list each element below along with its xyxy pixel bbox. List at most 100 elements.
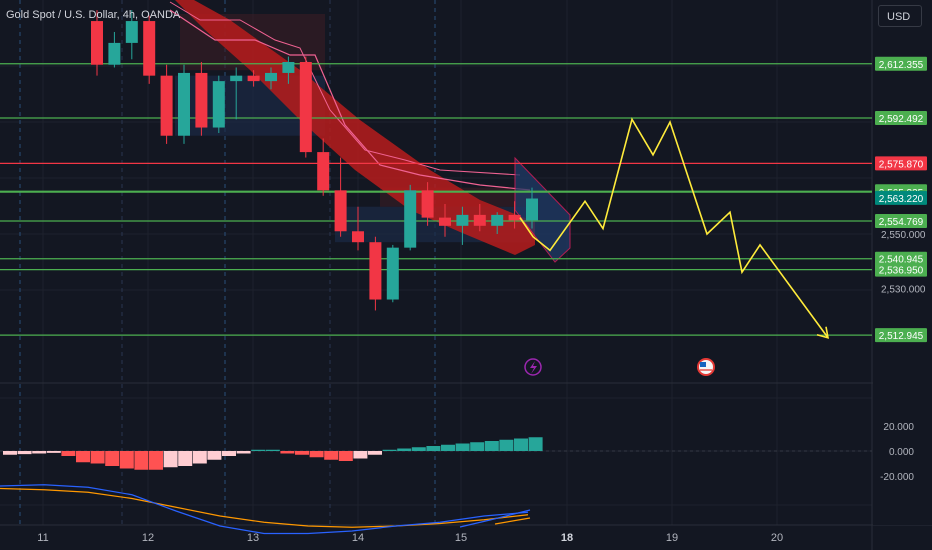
histogram-bar	[338, 451, 353, 461]
candle-body	[212, 81, 225, 128]
price-level-badge-bg	[875, 56, 927, 71]
candle-body	[265, 72, 277, 82]
histogram-bar	[265, 449, 280, 451]
histogram-bar	[470, 442, 485, 451]
candle-body	[230, 75, 243, 82]
price-level-badge[interactable]: 2,592.492	[875, 110, 927, 125]
histogram-bar	[426, 446, 441, 451]
histogram-bar	[76, 451, 90, 463]
histogram-bar	[119, 451, 134, 469]
candle[interactable]	[369, 236, 382, 311]
price-level-badge-bg	[875, 262, 927, 277]
candle[interactable]	[421, 182, 434, 226]
histogram-bar	[178, 451, 193, 466]
price-axis-tick: 2,550.000	[881, 230, 926, 241]
candle[interactable]	[247, 70, 260, 87]
candle-body	[352, 231, 364, 243]
price-level-value: 2,612.355	[879, 60, 924, 71]
histogram-bar	[295, 451, 309, 455]
macd-axis-tick: -20.000	[880, 472, 914, 483]
price-level-badge-bg	[875, 328, 927, 343]
time-axis-tick: 19	[666, 532, 678, 544]
histogram-bar	[90, 451, 105, 464]
histogram-bar	[528, 437, 543, 451]
macd-histogram	[3, 437, 543, 470]
price-level-badge-bg	[875, 190, 927, 205]
candle-body	[143, 21, 156, 76]
histogram-bar	[207, 451, 222, 460]
candle-body	[404, 190, 417, 248]
price-level-value: 2,536.950	[879, 266, 924, 277]
lightning-event-icon[interactable]	[524, 358, 542, 376]
lightning-glyph	[530, 361, 537, 374]
price-level-badge[interactable]: 2,554.769	[875, 213, 927, 228]
candle[interactable]	[386, 244, 399, 303]
candle-body	[247, 75, 260, 82]
price-level-badge-bg	[875, 156, 927, 171]
candle-body	[299, 62, 312, 153]
candle[interactable]	[334, 157, 347, 237]
macd-axis-tick: 0.000	[889, 447, 914, 458]
candle[interactable]	[282, 56, 295, 84]
candle-body	[160, 75, 173, 136]
histogram-bar	[353, 451, 368, 459]
projection-arrowhead	[816, 326, 830, 339]
time-axis-tick: 12	[142, 532, 154, 544]
price-level-badge[interactable]: 2,612.355	[875, 56, 927, 71]
candle-body	[369, 242, 382, 300]
candle-body	[491, 214, 504, 226]
histogram-bar	[134, 451, 149, 470]
candle[interactable]	[473, 203, 486, 232]
symbol-title: Gold Spot / U.S. Dollar, 4h, OANDA	[6, 9, 181, 21]
histogram-bar	[192, 451, 207, 464]
candle[interactable]	[317, 138, 330, 196]
histogram-bar	[61, 451, 76, 456]
price-level-badge-bg	[875, 110, 927, 125]
candle[interactable]	[160, 64, 173, 144]
lightning-event-circle	[524, 358, 542, 376]
candle[interactable]	[439, 203, 451, 237]
candle[interactable]	[195, 62, 208, 136]
candle-body	[508, 214, 521, 221]
histogram-bar	[324, 451, 339, 460]
candle[interactable]	[456, 206, 469, 245]
candle[interactable]	[352, 206, 364, 251]
lower-envelope-line	[169, 1, 521, 176]
candle-body	[439, 217, 451, 226]
price-level-badge[interactable]: 2,563.220	[875, 190, 927, 205]
time-axis-tick: 20	[771, 532, 783, 544]
us-flag-event-icon[interactable]	[697, 358, 715, 376]
histogram-bar	[514, 438, 528, 451]
candle[interactable]	[526, 187, 538, 229]
candle[interactable]	[265, 67, 277, 90]
projection-path	[519, 117, 829, 339]
candle[interactable]	[108, 31, 121, 68]
currency-button[interactable]: USD	[878, 5, 922, 27]
candle-body	[178, 72, 190, 136]
price-level-value: 2,554.769	[879, 217, 924, 228]
price-level-badge-bg	[875, 213, 927, 228]
candle[interactable]	[143, 15, 156, 84]
price-level-badge[interactable]: 2,536.950	[875, 262, 927, 277]
candle[interactable]	[178, 64, 190, 144]
time-axis-tick: 15	[455, 532, 467, 544]
candle[interactable]	[508, 201, 521, 229]
candle[interactable]	[212, 75, 225, 133]
price-level-value: 2,592.492	[879, 114, 924, 125]
price-level-badge[interactable]: 2,540.945	[875, 251, 927, 266]
price-level-value: 2,575.870	[879, 159, 924, 170]
price-level-badge[interactable]: 2,575.870	[875, 156, 927, 171]
candle[interactable]	[404, 184, 417, 251]
candle-body	[125, 21, 138, 43]
price-level-badge[interactable]: 2,512.945	[875, 328, 927, 343]
candle[interactable]	[230, 67, 243, 120]
histogram-bar	[499, 439, 514, 451]
histogram-bar	[32, 451, 47, 454]
candle[interactable]	[491, 212, 504, 234]
candle[interactable]	[125, 10, 138, 60]
candle[interactable]	[91, 10, 103, 76]
candle[interactable]	[299, 56, 312, 158]
time-axis-tick: 11	[37, 532, 48, 544]
histogram-bar	[149, 451, 163, 470]
